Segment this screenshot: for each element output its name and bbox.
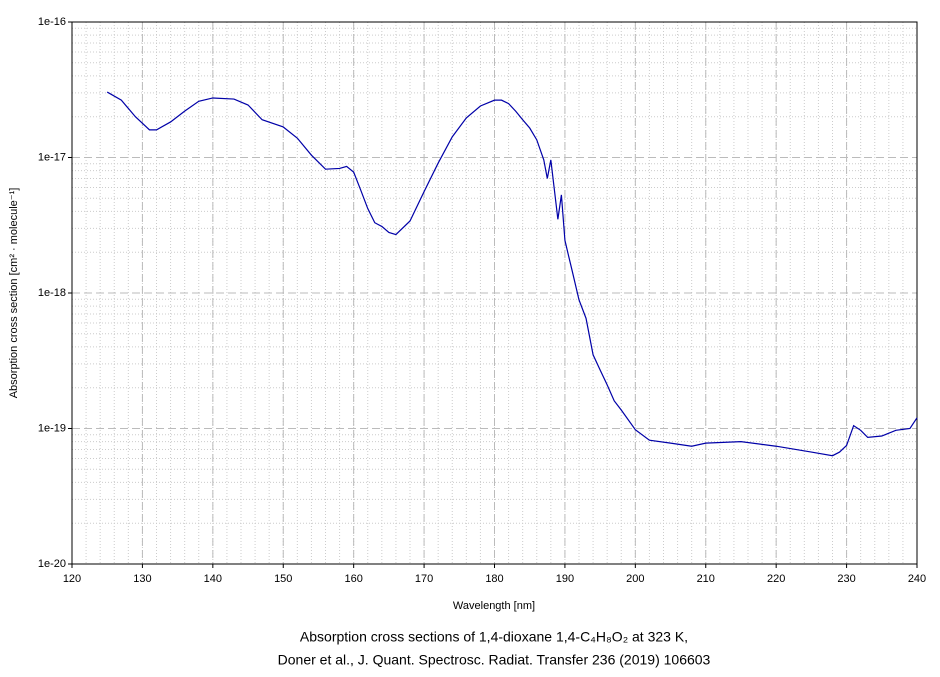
y-axis-label: Absorption cross section [cm² · molecule… <box>8 188 20 399</box>
x-tick-label: 220 <box>767 573 785 585</box>
x-tick-label: 150 <box>274 573 292 585</box>
y-tick-label: 1e-17 <box>38 151 66 163</box>
data-line <box>106 91 918 457</box>
x-tick-label: 170 <box>415 573 433 585</box>
x-tick-label: 130 <box>133 573 151 585</box>
x-tick-label: 140 <box>204 573 222 585</box>
y-tick-label: 1e-18 <box>38 287 66 299</box>
x-tick-label: 180 <box>485 573 503 585</box>
x-tick-label: 120 <box>63 573 81 585</box>
x-tick-label: 210 <box>697 573 715 585</box>
x-tick-label: 230 <box>837 573 855 585</box>
x-tick-label: 160 <box>344 573 362 585</box>
x-axis-label: Wavelength [nm] <box>453 600 535 612</box>
y-tick-label: 1e-16 <box>38 16 66 28</box>
x-tick-label: 240 <box>908 573 926 585</box>
y-tick-label: 1e-20 <box>38 558 66 570</box>
x-tick-label: 190 <box>556 573 574 585</box>
caption-line: Doner et al., J. Quant. Spectrosc. Radia… <box>278 652 711 668</box>
caption-line: Absorption cross sections of 1,4-dioxane… <box>300 629 688 645</box>
y-tick-label: 1e-19 <box>38 422 66 434</box>
x-tick-label: 200 <box>626 573 644 585</box>
